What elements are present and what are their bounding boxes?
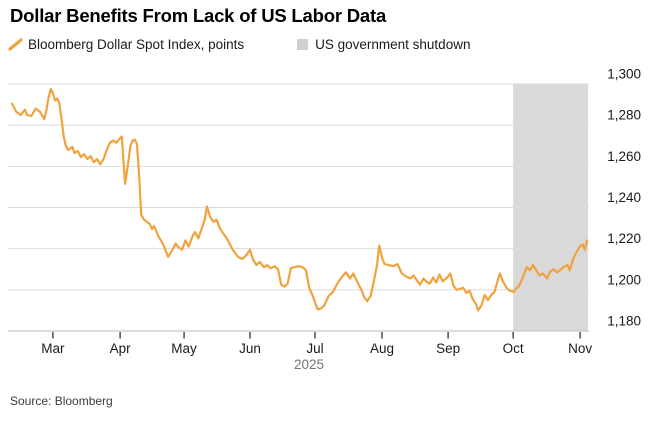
y-axis-label: 1,260 bbox=[607, 149, 641, 164]
y-axis-label: 1,220 bbox=[607, 231, 641, 246]
x-axis-label: May bbox=[171, 341, 197, 356]
x-axis-label: Jul bbox=[306, 341, 323, 356]
x-axis-label: Jun bbox=[239, 341, 261, 356]
shutdown-band-icon bbox=[297, 38, 309, 50]
legend-line-label: Bloomberg Dollar Spot Index, points bbox=[28, 36, 245, 52]
line-series-icon bbox=[8, 37, 23, 52]
y-axis-label: 1,240 bbox=[607, 190, 641, 205]
chart-legend: Bloomberg Dollar Spot Index, points US g… bbox=[8, 36, 470, 52]
x-axis-label: Oct bbox=[503, 341, 524, 356]
x-axis-label: Apr bbox=[110, 341, 132, 356]
x-axis-label: Sep bbox=[436, 341, 460, 356]
x-axis-year-label: 2025 bbox=[294, 357, 324, 372]
chart-title: Dollar Benefits From Lack of US Labor Da… bbox=[10, 5, 387, 26]
y-axis-label: 1,300 bbox=[607, 67, 641, 82]
y-axis-label: 1,200 bbox=[607, 272, 641, 287]
x-axis-label: Nov bbox=[568, 341, 592, 356]
x-axis-label: Mar bbox=[41, 341, 65, 356]
series-line bbox=[10, 88, 589, 312]
y-axis-label: 1,280 bbox=[607, 108, 641, 123]
source-note: Source: Bloomberg bbox=[10, 394, 113, 408]
x-axis-label: Aug bbox=[370, 341, 394, 356]
y-axis-label: 1,180 bbox=[607, 314, 641, 329]
legend-band-label: US government shutdown bbox=[315, 36, 471, 52]
